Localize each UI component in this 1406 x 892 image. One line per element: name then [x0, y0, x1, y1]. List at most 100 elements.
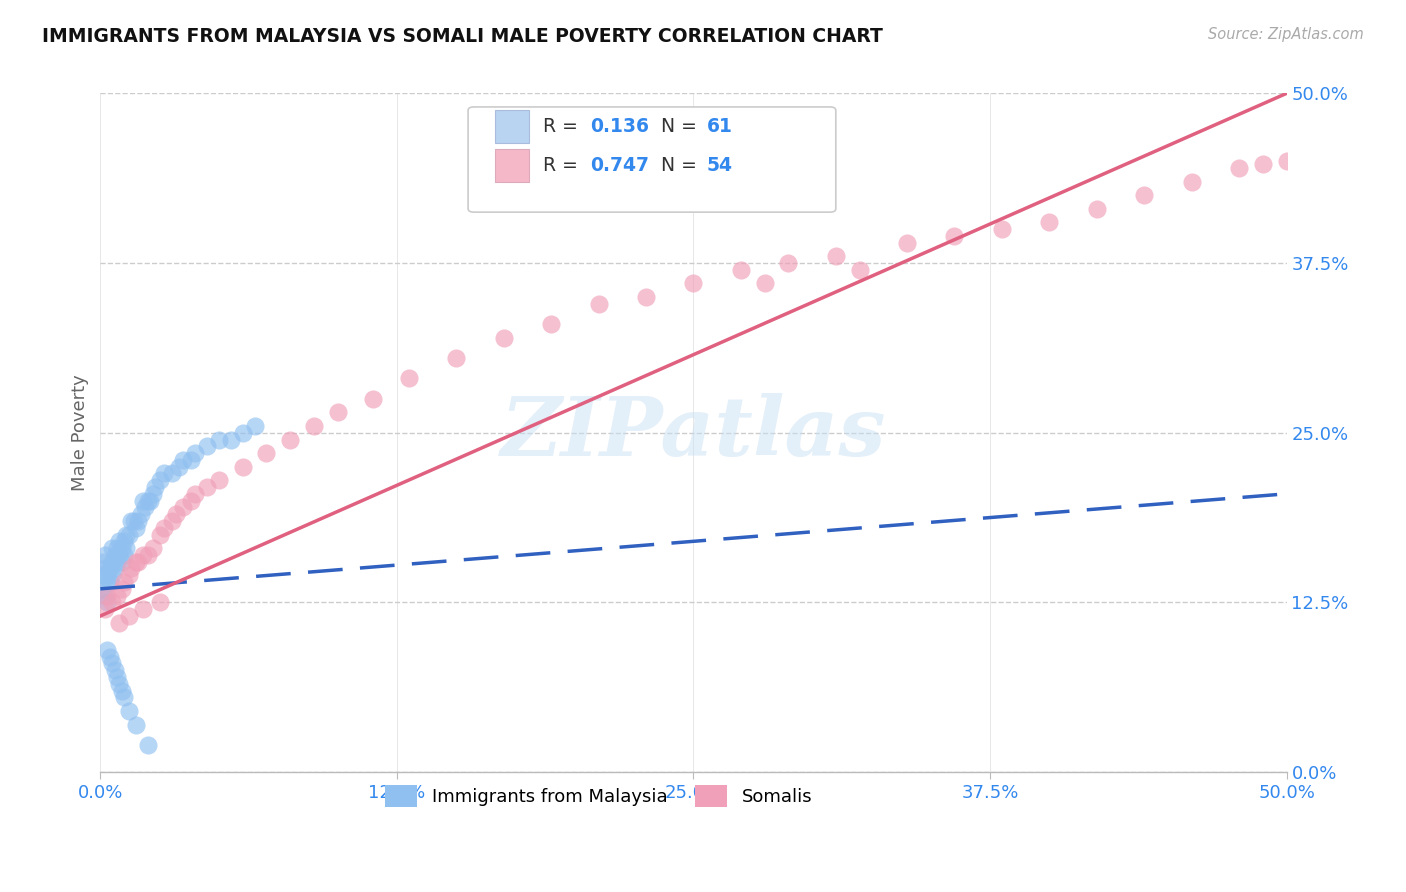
- Point: [105, 670, 128, 684]
- Point: [149, 527, 172, 541]
- Point: [96, 568, 118, 582]
- Point: [111, 582, 134, 596]
- Point: [125, 717, 148, 731]
- Point: [103, 548, 125, 562]
- Point: [111, 541, 134, 555]
- Point: [127, 514, 149, 528]
- Point: [98, 561, 121, 575]
- Point: [125, 555, 148, 569]
- Text: Source: ZipAtlas.com: Source: ZipAtlas.com: [1208, 27, 1364, 42]
- Point: [160, 467, 183, 481]
- Legend: Immigrants from Malaysia, Somalis: Immigrants from Malaysia, Somalis: [378, 778, 820, 814]
- Text: ZIPatlas: ZIPatlas: [501, 392, 886, 473]
- Point: [96, 589, 118, 603]
- Text: R =: R =: [543, 117, 583, 136]
- Point: [153, 467, 176, 481]
- FancyBboxPatch shape: [495, 149, 529, 182]
- Point: [108, 534, 131, 549]
- Point: [778, 256, 800, 270]
- Point: [115, 541, 138, 555]
- Point: [98, 575, 121, 590]
- Point: [153, 521, 176, 535]
- Point: [101, 568, 124, 582]
- Point: [101, 657, 124, 671]
- Point: [94, 548, 117, 562]
- Point: [101, 541, 124, 555]
- Point: [112, 575, 135, 590]
- Point: [118, 609, 141, 624]
- Point: [143, 480, 166, 494]
- Point: [165, 507, 187, 521]
- Point: [172, 500, 194, 515]
- Point: [132, 548, 155, 562]
- Point: [943, 228, 966, 243]
- Point: [634, 290, 657, 304]
- Point: [108, 548, 131, 562]
- Point: [1085, 202, 1108, 216]
- Point: [754, 277, 776, 291]
- Point: [120, 514, 142, 528]
- Point: [1133, 188, 1156, 202]
- Point: [1227, 161, 1250, 175]
- Point: [108, 615, 131, 630]
- Point: [361, 392, 384, 406]
- Point: [122, 514, 145, 528]
- Text: 0.747: 0.747: [591, 156, 650, 175]
- Point: [91, 555, 114, 569]
- Point: [118, 568, 141, 582]
- Point: [326, 405, 349, 419]
- Point: [96, 595, 118, 609]
- Text: N =: N =: [661, 156, 703, 175]
- Point: [120, 561, 142, 575]
- Text: 0.136: 0.136: [591, 117, 650, 136]
- Point: [160, 514, 183, 528]
- Point: [730, 262, 752, 277]
- Point: [118, 527, 141, 541]
- Point: [134, 500, 156, 515]
- Point: [132, 602, 155, 616]
- Point: [136, 493, 159, 508]
- Point: [824, 249, 846, 263]
- Point: [398, 371, 420, 385]
- Point: [1251, 157, 1274, 171]
- Point: [101, 555, 124, 569]
- Point: [179, 493, 201, 508]
- Point: [105, 541, 128, 555]
- Point: [118, 704, 141, 718]
- Point: [115, 527, 138, 541]
- Point: [991, 222, 1014, 236]
- Point: [243, 419, 266, 434]
- Point: [108, 677, 131, 691]
- Point: [112, 690, 135, 705]
- Point: [98, 649, 121, 664]
- Point: [540, 317, 562, 331]
- Point: [1275, 154, 1298, 169]
- Point: [139, 493, 162, 508]
- Point: [208, 433, 231, 447]
- Point: [149, 473, 172, 487]
- Point: [184, 446, 207, 460]
- Text: 61: 61: [707, 117, 733, 136]
- Point: [91, 568, 114, 582]
- Point: [103, 663, 125, 677]
- Point: [94, 589, 117, 603]
- Point: [141, 541, 163, 555]
- Point: [896, 235, 918, 250]
- Point: [91, 582, 114, 596]
- Point: [172, 453, 194, 467]
- Point: [141, 487, 163, 501]
- Point: [96, 575, 118, 590]
- Point: [179, 453, 201, 467]
- Point: [444, 351, 467, 365]
- Point: [136, 738, 159, 752]
- Point: [112, 548, 135, 562]
- Point: [94, 561, 117, 575]
- Point: [101, 595, 124, 609]
- Point: [136, 548, 159, 562]
- Point: [232, 425, 254, 440]
- Point: [232, 459, 254, 474]
- Text: 54: 54: [707, 156, 733, 175]
- Text: N =: N =: [661, 117, 703, 136]
- Point: [1181, 175, 1204, 189]
- Point: [112, 534, 135, 549]
